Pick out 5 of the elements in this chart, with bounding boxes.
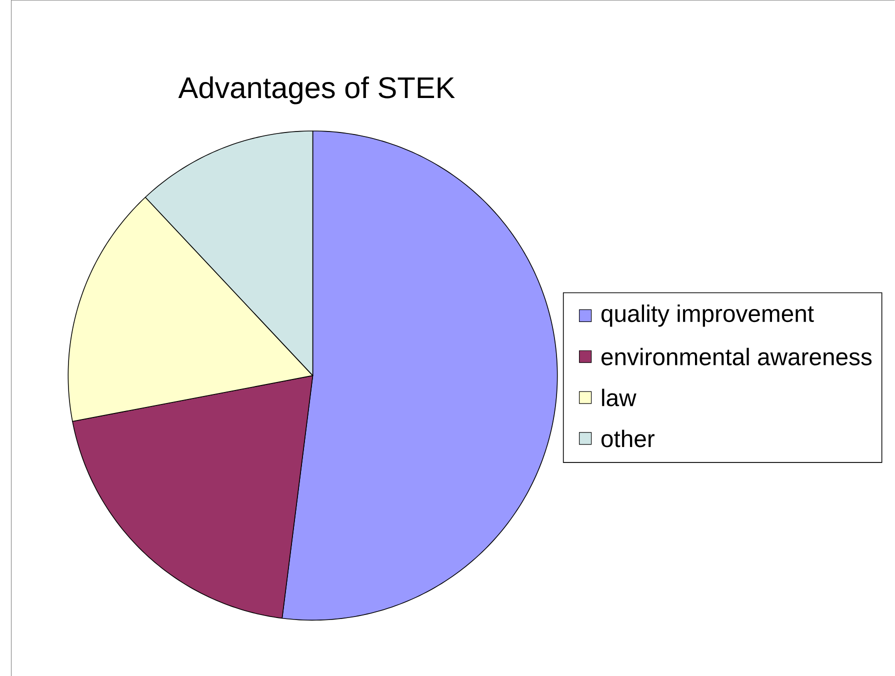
legend-label: law [602,388,636,406]
chart-title: Advantages of STEK [178,76,455,104]
legend-label: other [601,430,654,448]
legend-label: environmental awareness [602,348,872,366]
legend-label: quality improvement [601,304,814,327]
